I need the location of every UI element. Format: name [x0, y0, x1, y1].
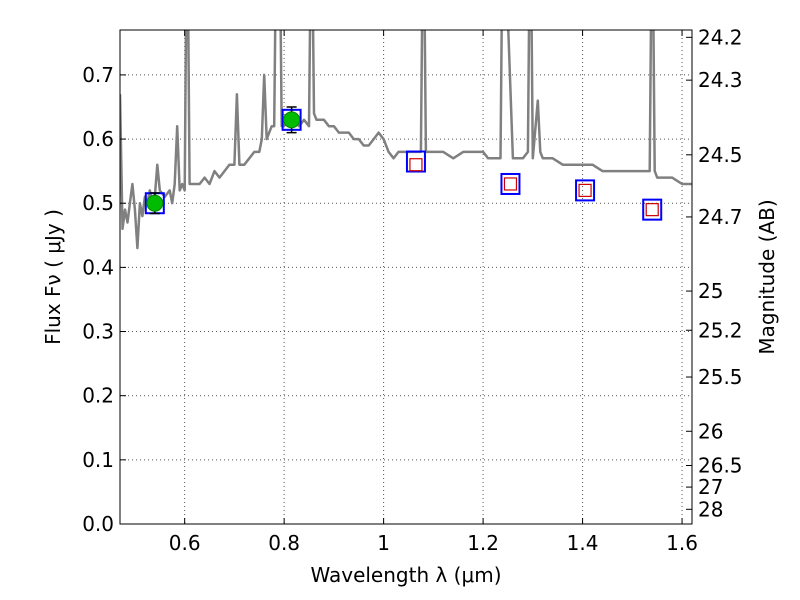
upper-limit-square — [578, 183, 592, 197]
plot-area — [120, 30, 692, 524]
x-tick-label: 0.8 — [268, 531, 300, 555]
plot-frame — [119, 29, 693, 525]
y-tick-label: 0.1 — [82, 448, 114, 472]
upper-limit-square — [503, 177, 518, 191]
y-tick-label: 0.3 — [82, 320, 114, 344]
y-axis-label-right: Magnitude (AB) — [755, 199, 779, 354]
right-tick-label: 26 — [698, 419, 723, 443]
model-spectrum-group — [120, 30, 692, 250]
x-tick-label: 1.6 — [666, 531, 698, 555]
y-tick-label: 0.0 — [82, 512, 114, 536]
model-spectrum-line — [120, 30, 692, 250]
y-tick-label: 0.4 — [82, 255, 114, 279]
right-tick-label: 28 — [698, 497, 723, 521]
model-photometry-square — [405, 150, 426, 173]
observed-point — [283, 111, 301, 129]
x-axis-label: Wavelength λ (μm) — [310, 563, 501, 587]
y-tick-label: 0.6 — [82, 127, 114, 151]
right-tick-label: 24.5 — [698, 143, 743, 167]
right-tick-label: 24.7 — [698, 205, 743, 229]
right-tick-label: 27 — [698, 475, 723, 499]
right-tick-label: 26.5 — [698, 453, 743, 477]
y-tick-label: 0.2 — [82, 384, 114, 408]
observed-point — [146, 194, 164, 212]
photometry-markers — [144, 106, 663, 221]
right-tick-label: 25 — [698, 279, 723, 303]
axis-ticks — [120, 30, 692, 525]
x-tick-label: 1.4 — [567, 531, 599, 555]
y-tick-label: 0.7 — [82, 63, 114, 87]
model-photometry-square — [500, 172, 521, 195]
upper-limit-square — [645, 203, 659, 217]
right-tick-label: 24.2 — [698, 25, 743, 49]
model-photometry-square — [642, 198, 663, 221]
y-axis-label-left: Flux Fν ( μJy ) — [41, 209, 65, 345]
x-tick-label: 1.2 — [467, 531, 499, 555]
right-tick-label: 25.5 — [698, 365, 743, 389]
right-tick-label: 24.3 — [698, 68, 743, 92]
model-photometry-square — [575, 179, 596, 202]
y-tick-label: 0.5 — [82, 191, 114, 215]
x-tick-label: 0.6 — [169, 531, 201, 555]
upper-limit-square — [409, 158, 423, 172]
x-tick-label: 1 — [377, 531, 390, 555]
right-tick-label: 25.2 — [698, 318, 743, 342]
axis-tick-labels: 0.6 0.8 1 1.2 1.4 1.6 0.0 0.1 0.2 0.3 0.4 0.5 0.6 0.7… — [82, 25, 742, 555]
